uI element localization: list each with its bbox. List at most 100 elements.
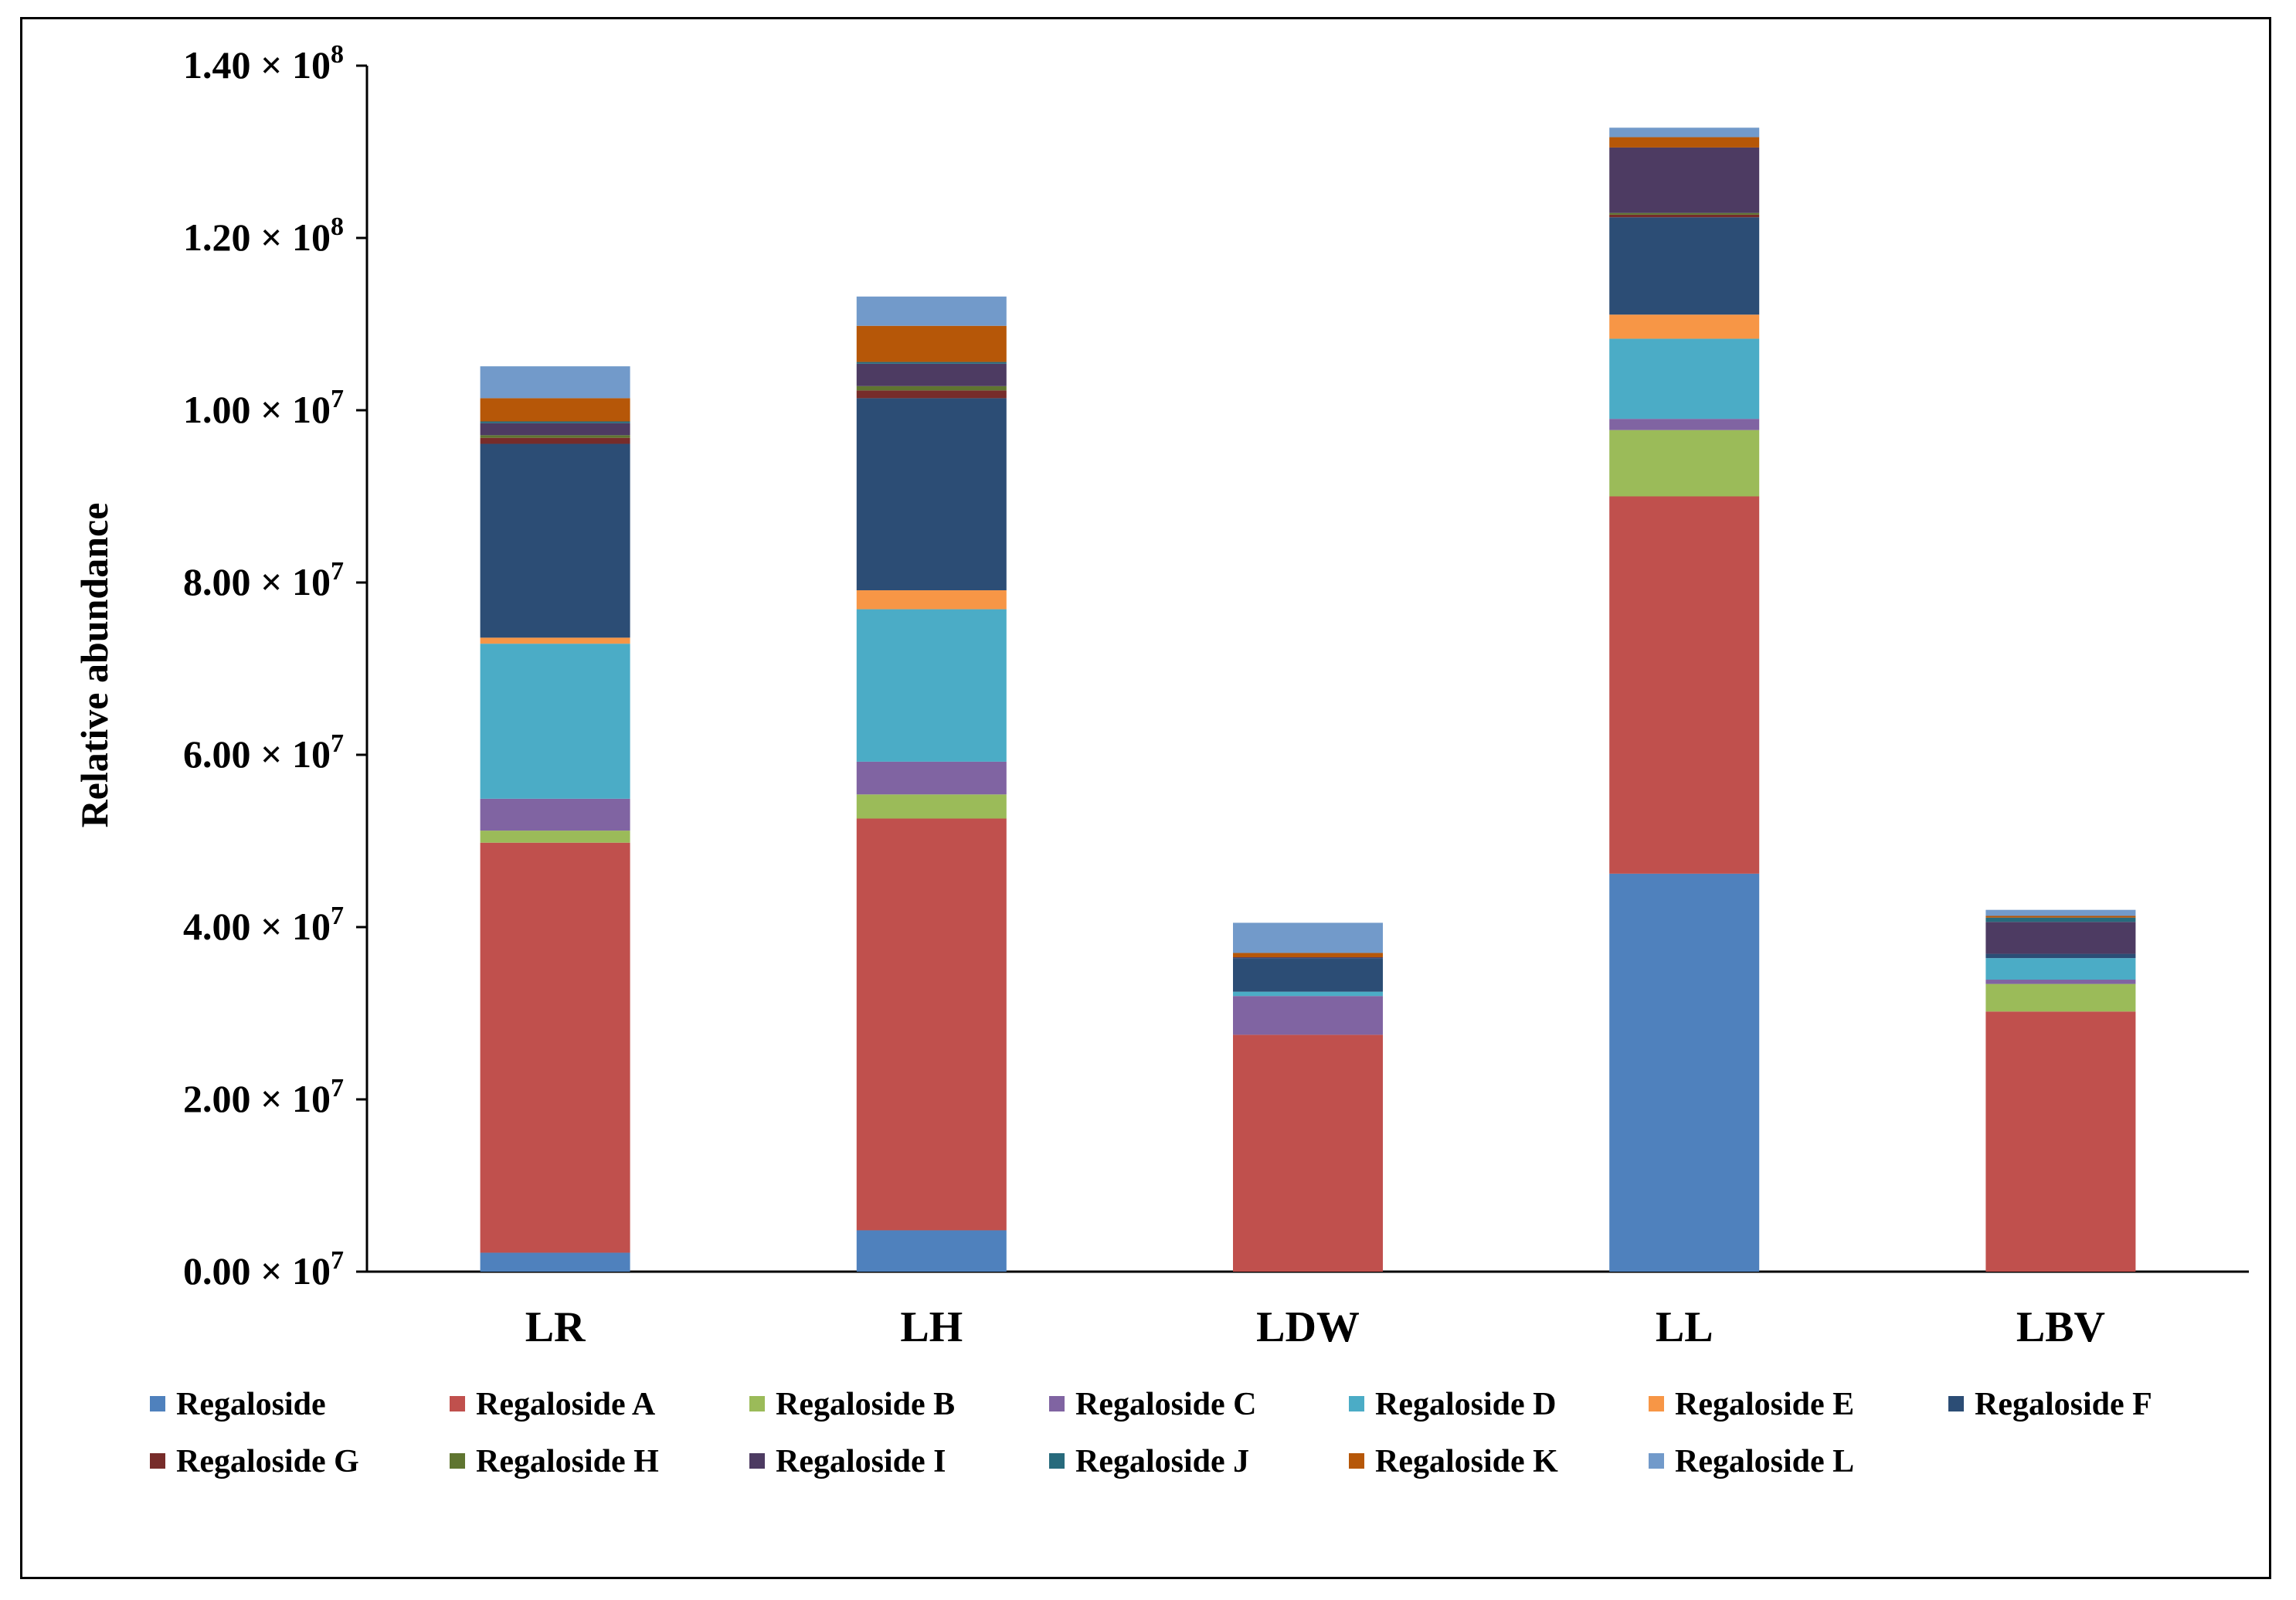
legend: Regaloside Regaloside A Regaloside B Regalo… — [150, 1387, 2152, 1479]
legend-item: Regaloside E — [1649, 1387, 1854, 1422]
legend-label: Regaloside — [176, 1387, 326, 1422]
x-tick-label: LBV — [2016, 1303, 2105, 1351]
legend-item: Regaloside D — [1349, 1387, 1557, 1422]
y-tick-label: 6.00 × 107 — [183, 729, 344, 776]
legend-swatch — [1349, 1453, 1364, 1469]
legend-label: Regaloside I — [776, 1444, 946, 1479]
legend-swatch — [1649, 1453, 1664, 1469]
bar-segment — [856, 590, 1007, 610]
bar-segment — [1609, 214, 1760, 218]
bar-segment — [856, 362, 1007, 364]
legend-item: Regaloside K — [1349, 1444, 1558, 1479]
bar-segment — [1985, 909, 2136, 916]
bar-segment — [1233, 958, 1383, 992]
x-axis-labels: LR LH LDW LL LBV — [525, 1303, 2105, 1351]
bar-segment — [480, 637, 630, 644]
bar-segment — [856, 761, 1007, 795]
bar-segment — [856, 386, 1007, 391]
bar-segment — [1985, 953, 2136, 959]
bar-segment — [1233, 957, 1383, 959]
chart-frame: LR LH LDW LL LBV 0.00 × 107 2.00 × 107 4.00 × … — [20, 17, 2271, 1579]
x-tick-label: LR — [525, 1303, 586, 1351]
legend-item: Regaloside H — [450, 1444, 659, 1479]
bar-segment — [1985, 980, 2136, 984]
y-tick-label: 1.20 × 108 — [183, 212, 344, 259]
bar-segment — [856, 398, 1007, 591]
x-tick-label: LL — [1656, 1303, 1714, 1351]
legend-label: Regaloside D — [1375, 1387, 1557, 1422]
bar-segment — [1985, 983, 2136, 1012]
bar-segment — [1985, 1011, 2136, 1272]
bar-segment — [856, 794, 1007, 819]
bar-segment — [480, 831, 630, 843]
y-axis-labels: 0.00 × 107 2.00 × 107 4.00 × 107 6.00 × 107… — [183, 40, 344, 1293]
bar-segment — [480, 644, 630, 799]
legend-item: Regaloside G — [150, 1444, 359, 1479]
legend-label: Regaloside F — [1975, 1387, 2152, 1422]
legend-label: Regaloside H — [476, 1444, 659, 1479]
legend-item: Regaloside L — [1649, 1444, 1854, 1479]
legend-label: Regaloside J — [1075, 1444, 1249, 1479]
bar-segment — [856, 818, 1007, 1231]
y-tick-label: 8.00 × 107 — [183, 557, 344, 603]
bar-segment — [856, 609, 1007, 762]
bar-segment — [1609, 338, 1760, 420]
bar-segment — [480, 1252, 630, 1272]
y-tick-label: 2.00 × 107 — [183, 1074, 344, 1120]
bar-segment — [856, 296, 1007, 326]
x-tick-label: LDW — [1256, 1303, 1360, 1351]
bar-segment — [1609, 127, 1760, 138]
legend-swatch — [1049, 1396, 1065, 1411]
bar-stacks — [480, 127, 2136, 1272]
x-tick-label: LH — [900, 1303, 963, 1351]
legend-label: Regaloside K — [1375, 1444, 1558, 1479]
bar-segment — [1233, 953, 1383, 958]
bar-segment — [856, 390, 1007, 399]
bar-segment — [1233, 1034, 1383, 1272]
y-tick-label: 1.00 × 107 — [183, 385, 344, 431]
legend-label: Regaloside C — [1075, 1387, 1257, 1422]
legend-swatch — [450, 1396, 465, 1411]
bar-segment — [856, 325, 1007, 362]
bar-segment — [1985, 922, 2136, 954]
bar-segment — [1985, 915, 2136, 918]
legend-swatch — [1649, 1396, 1664, 1411]
legend-swatch — [1349, 1396, 1364, 1411]
legend-label: Regaloside A — [476, 1387, 656, 1422]
legend-item: Regaloside — [150, 1387, 326, 1422]
bar-stack-lbv — [1985, 909, 2136, 1272]
legend-item: Regaloside F — [1948, 1387, 2152, 1422]
bar-segment — [480, 842, 630, 1253]
bar-stack-lr — [480, 366, 630, 1272]
legend-item: Regaloside B — [749, 1387, 955, 1422]
bar-segment — [1609, 430, 1760, 497]
legend-swatch — [150, 1453, 165, 1469]
bar-segment — [1985, 958, 2136, 980]
legend-item: Regaloside A — [450, 1387, 656, 1422]
legend-item: Regaloside J — [1049, 1444, 1249, 1479]
legend-label: Regaloside G — [176, 1444, 359, 1479]
bar-segment — [480, 423, 630, 436]
bar-segment — [1233, 991, 1383, 997]
y-tick-label: 4.00 × 107 — [183, 902, 344, 948]
bar-stack-ll — [1609, 127, 1760, 1272]
legend-swatch — [1948, 1396, 1964, 1411]
legend-swatch — [749, 1396, 765, 1411]
bar-segment — [480, 798, 630, 831]
bar-segment — [480, 398, 630, 422]
bar-segment — [1609, 873, 1760, 1272]
bar-segment — [1985, 917, 2136, 922]
bar-segment — [480, 437, 630, 444]
bar-segment — [856, 363, 1007, 386]
legend-label: Regaloside B — [776, 1387, 955, 1422]
bar-segment — [1609, 496, 1760, 874]
bar-segment — [1609, 419, 1760, 430]
bar-segment — [1609, 314, 1760, 339]
legend-label: Regaloside E — [1675, 1387, 1854, 1422]
legend-item: Regaloside C — [1049, 1387, 1257, 1422]
bar-stack-lh — [856, 296, 1007, 1272]
legend-swatch — [150, 1396, 165, 1411]
y-tick-label: 0.00 × 107 — [183, 1246, 344, 1293]
bar-segment — [480, 421, 630, 423]
bar-segment — [1233, 922, 1383, 953]
